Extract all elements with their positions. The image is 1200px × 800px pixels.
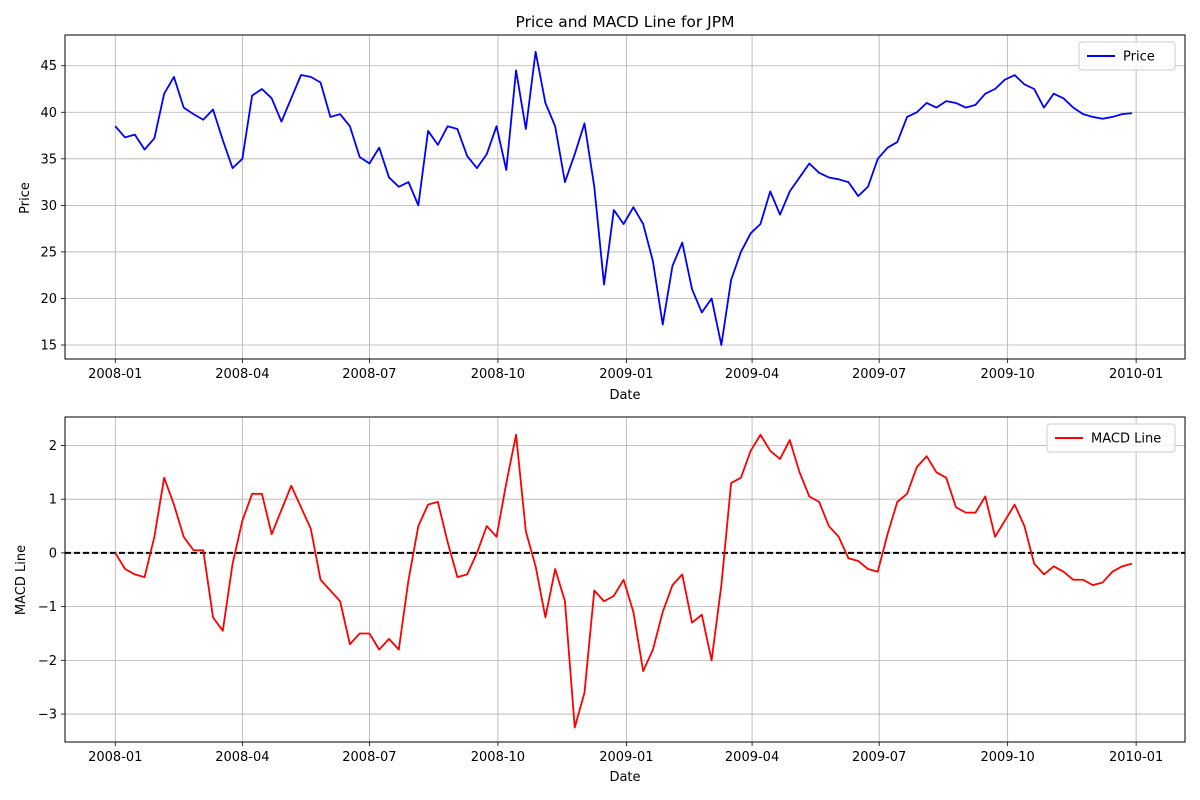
macd-y-axis-label: MACD Line [14, 545, 29, 615]
macd-y-tick-label: 2 [49, 439, 57, 454]
price-y-tick-label: 15 [40, 339, 57, 354]
price-x-tick-label: 2009-04 [725, 367, 779, 382]
macd-x-tick-label: 2009-10 [980, 750, 1034, 765]
price-x-tick-label: 2009-01 [599, 367, 653, 382]
price-x-tick-label: 2008-04 [215, 367, 269, 382]
price-x-tick-label: 2009-10 [980, 367, 1034, 382]
price-y-tick-label: 45 [40, 59, 57, 74]
price-x-tick-label: 2008-07 [342, 367, 396, 382]
price-x-tick-label: 2008-01 [88, 367, 142, 382]
macd-axes-frame [64, 416, 1186, 743]
macd-x-axis-label: Date [609, 770, 640, 785]
price-x-axis-label: Date [609, 388, 640, 403]
macd-y-tick-label: −3 [38, 708, 57, 723]
macd-y-tick-label: 0 [49, 546, 57, 561]
price-legend-box [1078, 41, 1176, 71]
price-panel: Date Price 2008-01 2008-04 2008-07 2008-10 2… [18, 34, 1186, 403]
macd-legend-box [1046, 423, 1176, 453]
price-y-axis-label: Price [18, 182, 33, 214]
macd-x-tick-label: 2008-10 [471, 750, 525, 765]
macd-x-tick-label: 2008-01 [88, 750, 142, 765]
macd-y-tick-label: −1 [38, 600, 57, 615]
macd-y-tick-label: 1 [49, 493, 57, 508]
macd-series-line [114, 433, 1133, 729]
macd-x-tick-label: 2009-01 [599, 750, 653, 765]
macd-x-tick-label: 2008-07 [342, 750, 396, 765]
chart-title: Price and MACD Line for JPM [516, 13, 735, 31]
macd-x-tick-label: 2008-04 [215, 750, 269, 765]
macd-x-tick-label: 2009-04 [725, 750, 779, 765]
price-y-tick-label: 30 [40, 199, 57, 214]
macd-x-tick-label: 2009-07 [852, 750, 906, 765]
price-x-tick-label: 2010-01 [1109, 367, 1163, 382]
macd-legend-label: MACD Line [1091, 432, 1161, 447]
macd-x-tick-label: 2010-01 [1109, 750, 1163, 765]
macd-y-tick-label: −2 [38, 654, 57, 669]
price-x-tick-label: 2008-10 [471, 367, 525, 382]
price-y-tick-label: 20 [40, 292, 57, 307]
price-y-tick-label: 25 [40, 245, 57, 260]
price-series-line [114, 50, 1133, 346]
price-x-tick-label: 2009-07 [852, 367, 906, 382]
macd-plot-area [65, 417, 1185, 742]
price-axes-frame [64, 34, 1186, 360]
price-y-tick-label: 40 [40, 106, 57, 121]
price-legend-label: Price [1123, 50, 1155, 65]
price-y-tick-label: 35 [40, 152, 57, 167]
price-plot-area [65, 35, 1185, 359]
macd-panel: Date MACD Line 2008-01 2008-04 2008-07 2008… [14, 416, 1186, 785]
